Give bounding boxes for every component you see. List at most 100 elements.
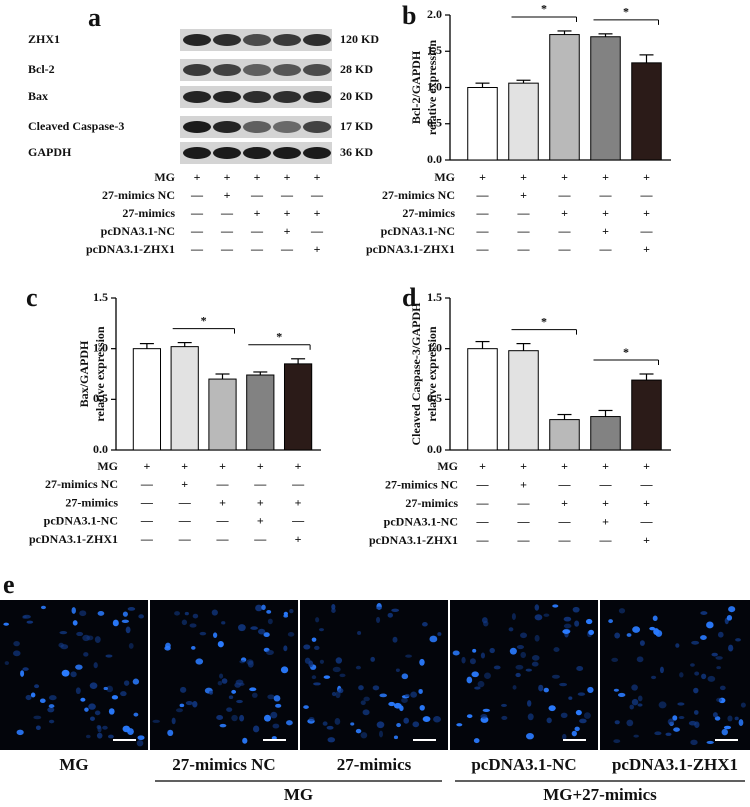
treatment-label: pcDNA3.1-NC — [44, 514, 118, 528]
treatment-sign: + — [561, 459, 568, 473]
nucleus — [617, 692, 626, 698]
nucleus — [313, 682, 321, 686]
nucleus — [614, 632, 621, 639]
treatment-sign: — — [599, 242, 613, 256]
nucleus — [231, 689, 237, 694]
nucleus — [107, 734, 114, 739]
blot-band — [273, 64, 301, 76]
protein-size: 28 KD — [340, 62, 373, 76]
treatment-sign: — — [280, 188, 294, 202]
nucleus — [272, 723, 280, 729]
nucleus — [75, 687, 81, 695]
nucleus — [97, 611, 105, 616]
nucleus — [637, 703, 643, 707]
treatment-sign: + — [314, 170, 321, 184]
nucleus — [626, 633, 632, 637]
treatment-label: pcDNA3.1-NC — [101, 224, 175, 238]
nucleus — [208, 690, 214, 695]
nucleus — [120, 691, 127, 697]
blot-band — [303, 147, 331, 159]
nucleus — [401, 673, 409, 680]
nucleus — [677, 702, 685, 706]
bar — [208, 378, 237, 451]
nucleus — [133, 712, 139, 717]
nucleus — [22, 667, 29, 671]
nucleus — [631, 698, 639, 706]
treatment-sign: — — [476, 514, 490, 528]
nucleus — [500, 703, 507, 707]
bar — [132, 348, 162, 451]
nucleus — [618, 608, 626, 614]
nucleus — [111, 695, 119, 700]
protein-size: 36 KD — [340, 145, 373, 159]
nucleus — [319, 659, 325, 664]
nucleus — [534, 604, 540, 611]
nucleus — [48, 704, 55, 708]
nucleus — [138, 614, 144, 619]
nucleus — [270, 711, 278, 719]
nucleus — [255, 604, 263, 612]
treatment-sign: — — [476, 477, 490, 491]
nucleus — [90, 716, 95, 721]
nucleus — [48, 719, 55, 724]
nucleus — [379, 693, 388, 698]
nucleus — [167, 729, 174, 737]
nucleus — [727, 715, 733, 722]
nucleus — [534, 634, 540, 642]
nucleus — [360, 732, 368, 739]
nucleus — [387, 612, 394, 618]
nucleus — [35, 725, 41, 730]
nucleus — [658, 701, 667, 709]
nucleus — [191, 645, 196, 650]
nucleus — [693, 687, 699, 694]
nucleus — [572, 606, 580, 613]
nucleus — [181, 619, 188, 626]
treatment-sign: — — [250, 188, 264, 202]
nucleus — [249, 687, 257, 692]
treatment-sign: — — [280, 242, 294, 256]
nucleus — [728, 644, 734, 652]
nucleus — [287, 632, 295, 637]
nucleus — [613, 739, 621, 744]
treatment-sign: + — [520, 170, 527, 184]
treatment-sign: + — [224, 188, 231, 202]
nucleus — [714, 716, 721, 721]
treatment-sign: + — [295, 532, 302, 546]
nucleus — [127, 728, 134, 736]
nucleus — [701, 673, 707, 680]
blot-band — [213, 121, 241, 133]
nucleus — [563, 616, 572, 622]
image-label: 27-mimics NC — [172, 755, 275, 774]
nucleus — [493, 665, 501, 670]
nucleus — [700, 611, 708, 615]
nucleus — [419, 704, 425, 711]
nucleus — [106, 685, 114, 693]
nucleus — [123, 680, 130, 686]
treatment-sign: — — [178, 532, 192, 546]
nucleus — [275, 703, 282, 708]
nucleus — [738, 719, 744, 726]
nucleus — [231, 714, 238, 722]
treatment-sign: + — [254, 170, 261, 184]
nucleus — [263, 714, 272, 722]
y-axis-label: Bcl-2/GAPDH — [409, 50, 423, 124]
nucleus — [132, 678, 140, 685]
y-tick-label: 1.0 — [427, 79, 442, 93]
nucleus — [125, 626, 131, 634]
nucleus — [629, 704, 634, 710]
image-label: MG — [59, 755, 88, 774]
nucleus — [712, 712, 718, 718]
treatment-sign: — — [250, 224, 264, 238]
treatment-label: 27-mimics NC — [45, 477, 118, 491]
nucleus — [13, 650, 21, 657]
protein-name: Bax — [28, 89, 48, 103]
bar — [170, 346, 199, 451]
nucleus — [308, 716, 315, 722]
nucleus — [76, 631, 84, 637]
nucleus — [707, 675, 716, 682]
treatment-label: 27-mimics — [122, 206, 175, 220]
nucleus — [362, 709, 370, 716]
panel-label: d — [402, 283, 417, 312]
nucleus — [376, 616, 381, 623]
nucleus — [659, 666, 664, 674]
